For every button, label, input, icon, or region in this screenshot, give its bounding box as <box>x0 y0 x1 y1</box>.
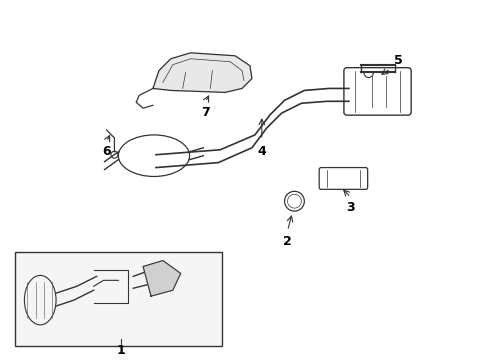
Bar <box>15 252 222 346</box>
Polygon shape <box>143 261 181 296</box>
Text: 6: 6 <box>102 145 111 158</box>
Text: 2: 2 <box>283 235 291 248</box>
Text: 4: 4 <box>257 145 265 158</box>
Text: 1: 1 <box>117 344 125 357</box>
Text: 7: 7 <box>201 106 209 119</box>
Text: 3: 3 <box>346 201 354 213</box>
Text: 5: 5 <box>393 54 402 67</box>
Polygon shape <box>153 53 251 93</box>
